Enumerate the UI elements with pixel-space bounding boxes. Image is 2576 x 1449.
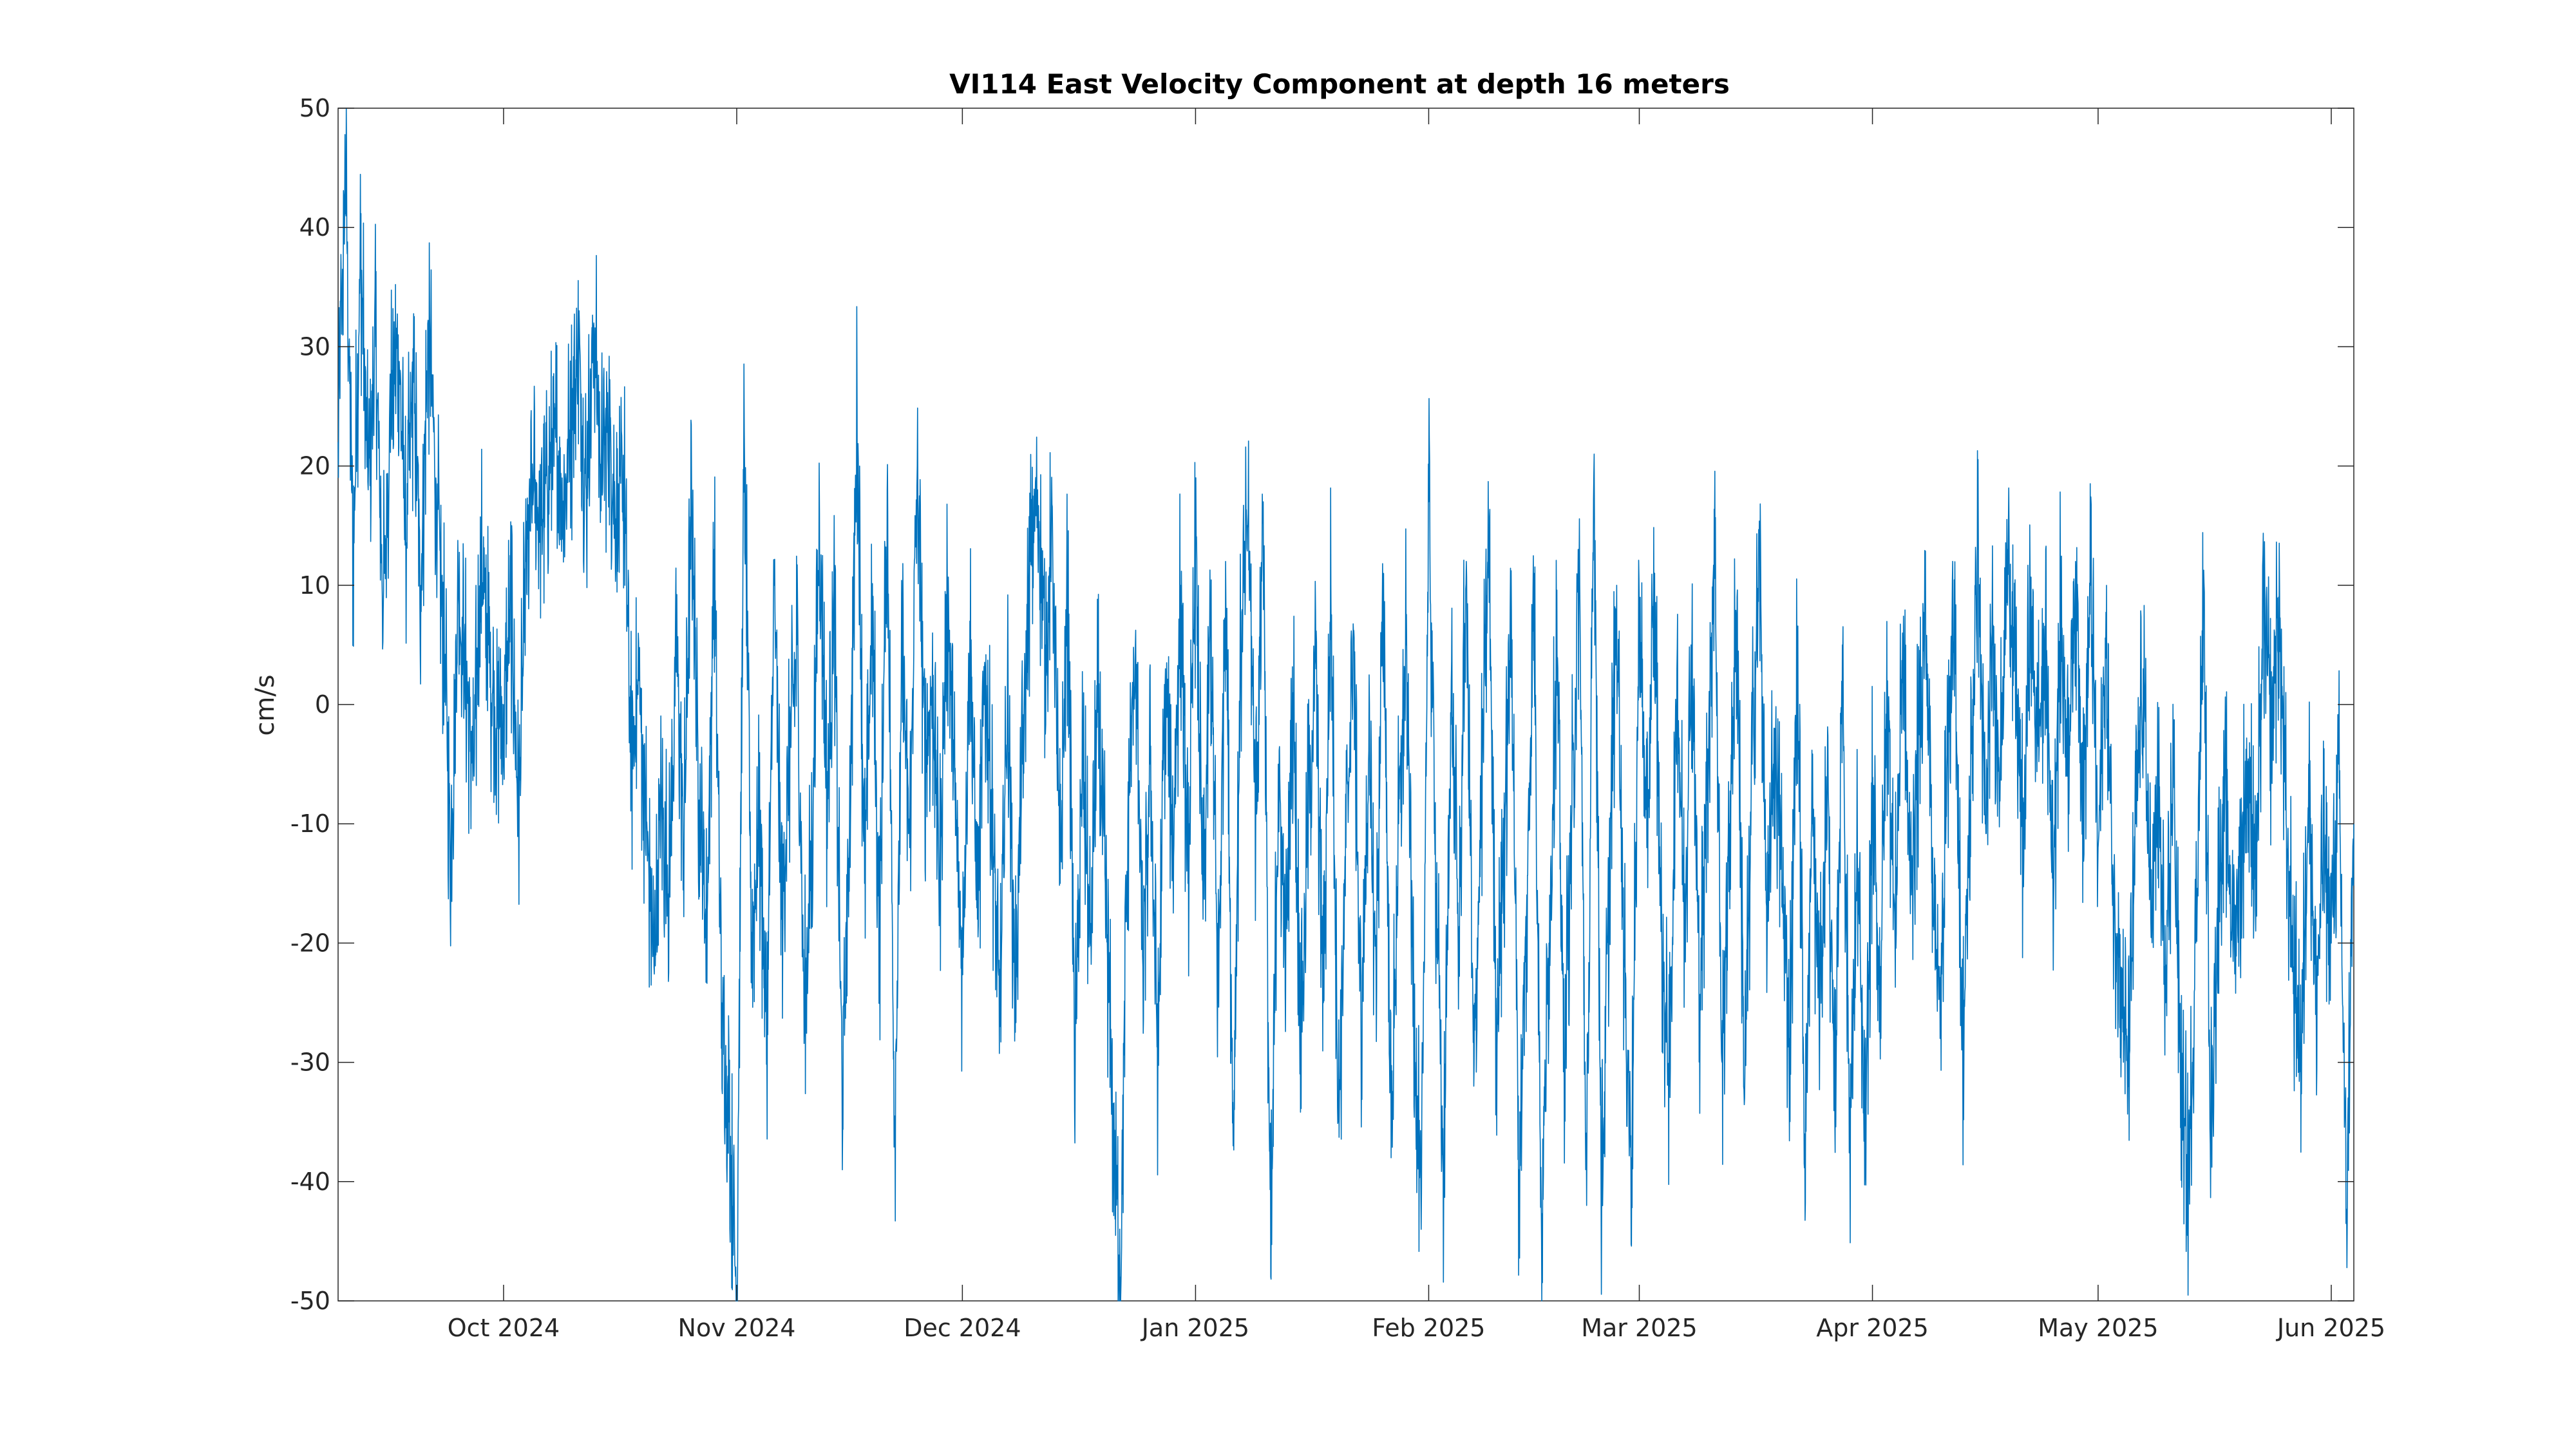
y-tick-label: -40 [290,1168,330,1196]
x-tick-label: Jun 2025 [2276,1314,2385,1342]
y-tick-label: -20 [290,929,330,957]
y-tick-label: 0 [315,690,330,719]
y-tick-label: 20 [299,452,330,480]
y-tick-label: -50 [290,1287,330,1315]
x-tick-label: Feb 2025 [1372,1314,1485,1342]
x-tick-label: Mar 2025 [1581,1314,1697,1342]
x-tick-label: Apr 2025 [1816,1314,1929,1342]
y-tick-label: 50 [299,94,330,122]
x-tick-label: Dec 2024 [904,1314,1021,1342]
y-axis-label: cm/s [251,674,280,735]
x-tick-label: May 2025 [2038,1314,2158,1342]
y-tick-label: 40 [299,213,330,242]
y-tick-label: 30 [299,332,330,361]
y-tick-label: -30 [290,1048,330,1077]
plot-area: 50 40 30 20 10 0 -10 -20 -30 -40 -50 Oct 2024 Nov 20… [290,94,2385,1342]
series-line [337,108,2354,1302]
x-tick-label: Nov 2024 [678,1314,796,1342]
y-tick-label: -10 [290,810,330,838]
chart-title: VI114 East Velocity Component at depth 1… [949,68,1730,100]
y-tick-label: 10 [299,571,330,600]
x-tick-label: Jan 2025 [1141,1314,1249,1342]
x-tick-label: Oct 2024 [448,1314,560,1342]
